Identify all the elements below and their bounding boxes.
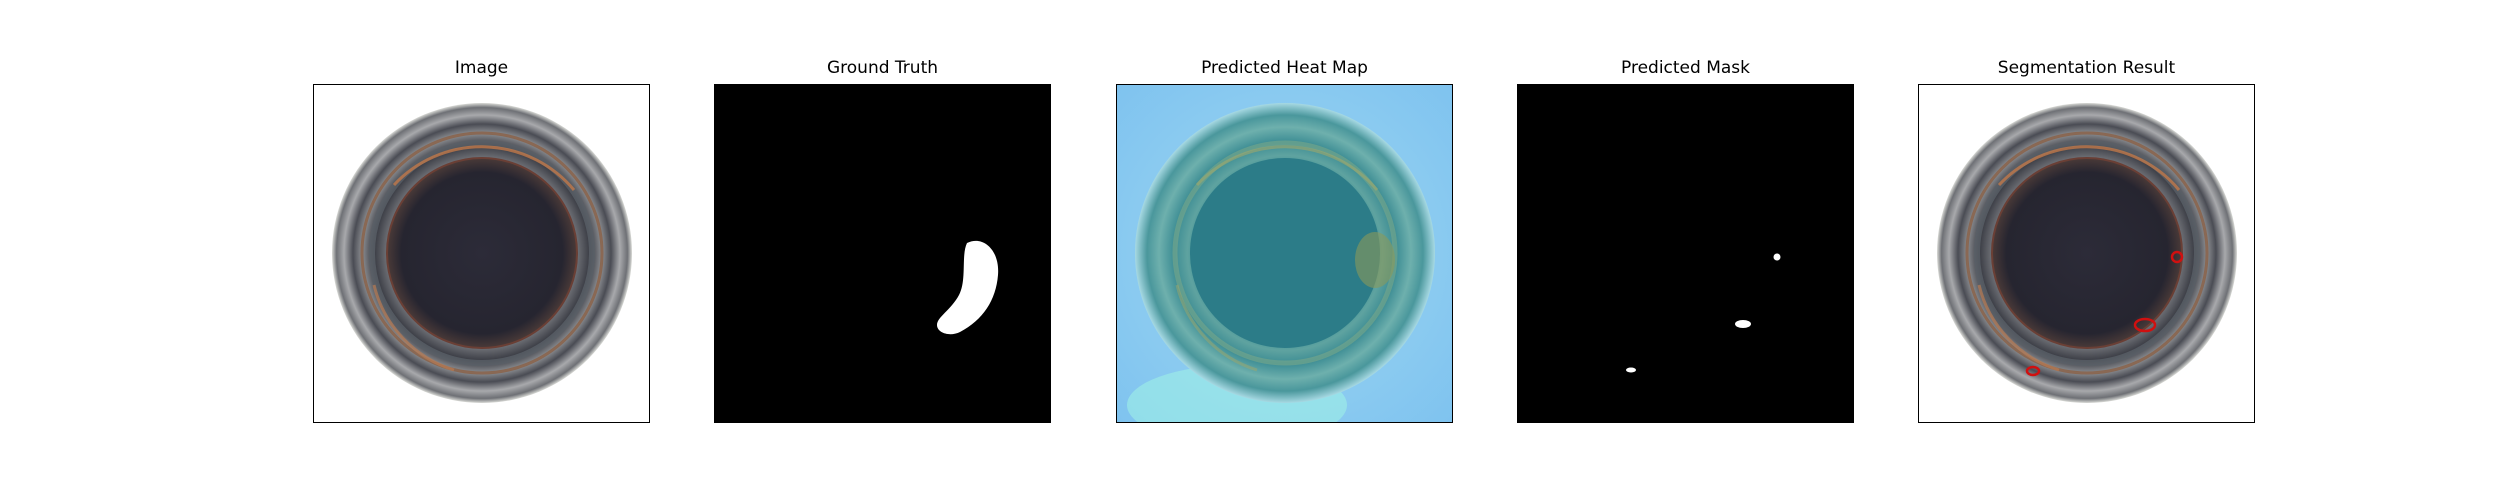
- heat-map-image: [1117, 85, 1452, 422]
- predicted-mask: [1626, 253, 1781, 373]
- segmentation-panel: [1918, 84, 2255, 423]
- predicted-mask-panel: [1517, 84, 1854, 423]
- detection-contour: [2133, 317, 2157, 333]
- detection-contour: [2170, 250, 2184, 264]
- panel-title-predicted-mask: Predicted Mask: [1621, 58, 1750, 78]
- segmentation-image: [1937, 103, 2237, 403]
- panel-title-heat-map: Predicted Heat Map: [1201, 58, 1368, 78]
- panel-title-ground-truth: Ground Truth: [826, 58, 939, 78]
- heat-map-panel: [1116, 84, 1453, 423]
- ground-truth-mask: [937, 240, 999, 335]
- image-panel: [313, 84, 650, 423]
- panel-title-image: Image: [454, 58, 509, 78]
- ground-truth-panel: [714, 84, 1051, 423]
- detection-contour: [2025, 365, 2041, 377]
- bottle-image: [332, 103, 632, 403]
- panel-title-segmentation: Segmentation Result: [1997, 58, 2176, 78]
